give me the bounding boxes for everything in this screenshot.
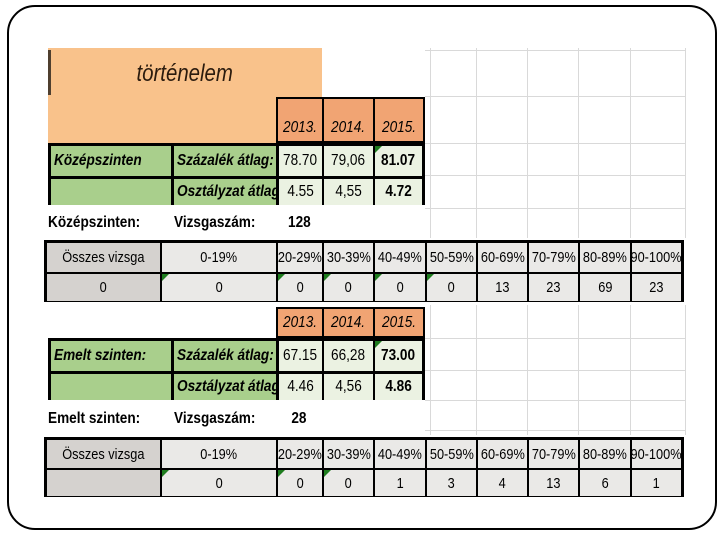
year-cell: 2013. [282, 313, 318, 331]
comment-indicator-icon [375, 274, 382, 281]
value-cell: 79,06 [322, 146, 373, 176]
year-cell: 2014. [322, 309, 373, 336]
value-cell: 4.86 [373, 374, 422, 400]
count-cell: 0 [322, 274, 373, 301]
bin-header: 70-79% [527, 440, 578, 468]
percent-label-cell: Százalék átlag: [171, 341, 276, 371]
high-level-distribution-table: Összes vizsga 0-19% 20-29% 30-39% 40-49%… [44, 437, 684, 497]
value-cell: 4.46 [276, 374, 322, 400]
comment-indicator-icon [278, 470, 285, 477]
count-cell: 1 [630, 470, 681, 496]
distribution-value-row: 0 0 0 1 3 4 13 6 1 [47, 470, 681, 496]
comment-indicator-icon [324, 470, 331, 477]
year-cell: 2014. [322, 99, 373, 141]
bin-header: 60-69% [476, 243, 527, 272]
distribution-header-row: Összes vizsga 0-19% 20-29% 30-39% 40-49%… [47, 243, 682, 274]
distribution-value-row: 0 0 0 0 0 0 13 23 69 23 [47, 274, 681, 301]
value-cell: 4.72 [373, 179, 422, 205]
slide-border [7, 5, 717, 530]
bin-header: 40-49% [373, 440, 425, 468]
count-cell: 0 [425, 274, 476, 301]
grade-label-cell: Osztályzat átlag: [171, 374, 284, 400]
bin-header: 20-29% [276, 243, 322, 272]
bin-header: 80-89% [578, 243, 630, 272]
count-cell: 23 [630, 274, 681, 301]
value-cell: 66,28 [322, 341, 373, 371]
comment-indicator-icon [375, 341, 382, 348]
count-cell: 0 [322, 470, 373, 496]
value-cell: 4.55 [276, 179, 322, 205]
count-cell: 13 [527, 470, 578, 496]
count-cell: 0 [276, 274, 322, 301]
percent-average-row: Középszinten Százalék átlag: 78.70 79,06… [51, 146, 422, 179]
level-label-cell: Középszinten [51, 146, 171, 176]
year-cell: 2015. [373, 99, 423, 141]
value-cell: 78.70 [276, 146, 322, 176]
bin-header: 50-59% [425, 243, 476, 272]
year-header-row-high: 2013. 2014. 2015. [276, 307, 425, 338]
exam-count-value: 128 [287, 213, 311, 231]
mid-level-distribution-table: Összes vizsga 0-19% 20-29% 30-39% 40-49%… [44, 240, 684, 302]
empty-green-cell [51, 374, 171, 400]
year-cell: 2015. [373, 309, 423, 336]
count-cell: 4 [476, 470, 527, 496]
level-label-cell: Emelt szinten: [51, 341, 171, 371]
bin-header: 40-49% [373, 243, 425, 272]
exam-count-level-label: Középszinten: [48, 213, 141, 231]
exam-count-label: Vizsgaszám: [174, 213, 256, 231]
count-cell: 6 [578, 470, 630, 496]
count-cell: 69 [578, 274, 630, 301]
comment-indicator-icon [324, 274, 331, 281]
exam-count-level-label: Emelt szinten: [48, 409, 141, 427]
bin-header: 70-79% [527, 243, 578, 272]
distribution-row-label: Összes vizsga [47, 440, 160, 468]
comment-indicator-icon [427, 274, 434, 281]
count-cell: 0 [160, 274, 276, 301]
value-cell: 4,55 [322, 179, 373, 205]
count-cell: 1 [373, 470, 425, 496]
year-cell: 2013. [282, 119, 318, 136]
bin-header: 30-39% [322, 440, 373, 468]
value-cell: 67.15 [276, 341, 322, 371]
grade-average-row: Osztályzat átlag: 4.46 4,56 4.86 [51, 374, 422, 400]
percent-average-row: Emelt szinten: Százalék átlag: 67.15 66,… [51, 341, 422, 374]
count-cell: 3 [425, 470, 476, 496]
bin-header: 50-59% [425, 440, 476, 468]
mid-level-averages-table: Középszinten Százalék átlag: 78.70 79,06… [48, 143, 425, 205]
percent-label-cell: Százalék átlag: [171, 146, 276, 176]
grade-average-row: Osztályzat átlag: 4.55 4,55 4.72 [51, 179, 422, 205]
year-header-row-mid: 2013. 2014. 2015. [276, 97, 425, 143]
exam-count-value: 28 [291, 409, 307, 427]
count-cell: 23 [527, 274, 578, 301]
exam-count-label: Vizsgaszám: [174, 409, 256, 427]
subject-title: történelem [136, 60, 234, 87]
bin-header: 90-100% [630, 243, 682, 272]
comment-indicator-icon [278, 274, 285, 281]
count-cell: 0 [373, 274, 425, 301]
distribution-row-label: Összes vizsga [47, 243, 160, 272]
count-cell: 0 [47, 274, 160, 301]
comment-indicator-icon [162, 470, 169, 477]
empty-green-cell [51, 179, 171, 205]
bin-header: 0-19% [160, 243, 276, 272]
count-cell [47, 470, 160, 496]
distribution-header-row: Összes vizsga 0-19% 20-29% 30-39% 40-49%… [47, 440, 682, 470]
bin-header: 90-100% [630, 440, 682, 468]
count-cell: 0 [276, 470, 322, 496]
count-cell: 0 [160, 470, 276, 496]
bin-header: 30-39% [322, 243, 373, 272]
count-cell: 13 [476, 274, 527, 301]
bin-header: 60-69% [476, 440, 527, 468]
comment-indicator-icon [162, 274, 169, 281]
bin-header: 80-89% [578, 440, 630, 468]
value-cell: 4,56 [322, 374, 373, 400]
bin-header: 20-29% [276, 440, 322, 468]
value-cell: 81.07 [373, 146, 422, 176]
grade-label-cell: Osztályzat átlag: [171, 179, 284, 205]
high-level-averages-table: Emelt szinten: Százalék átlag: 67.15 66,… [48, 338, 425, 400]
comment-indicator-icon [375, 146, 382, 153]
header-left-tick [48, 50, 51, 95]
value-cell: 73.00 [373, 341, 422, 371]
bin-header: 0-19% [160, 440, 276, 468]
